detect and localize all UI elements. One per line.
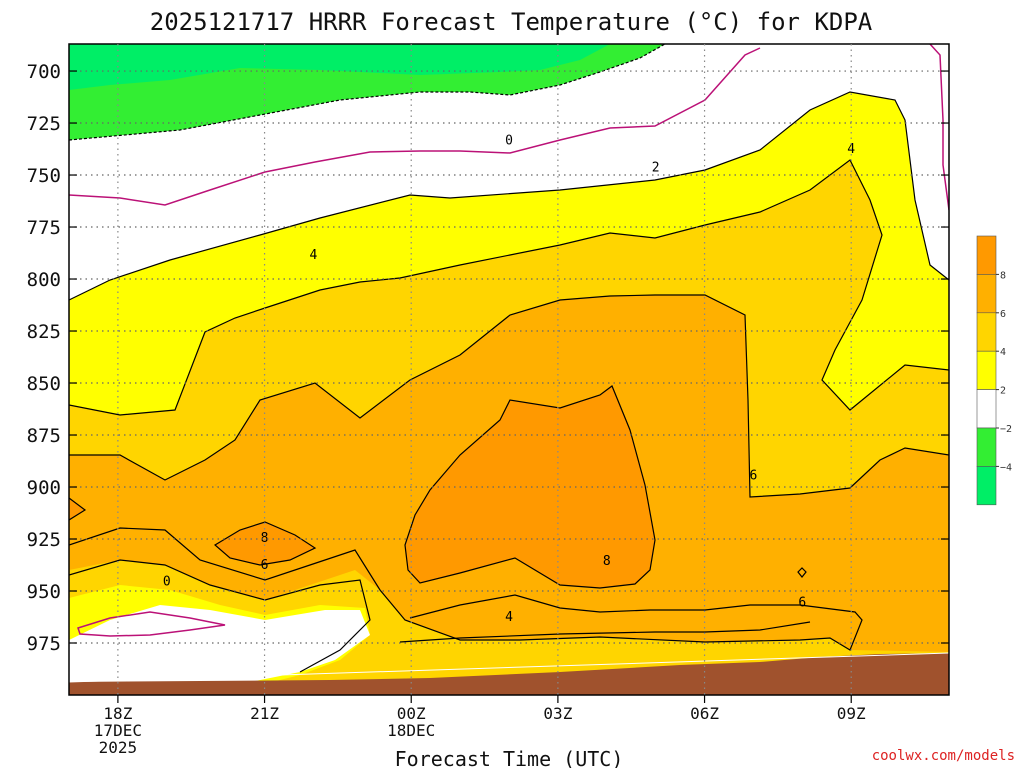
credit-text[interactable]: coolwx.com/models [872, 748, 1015, 764]
contour-8-left [69, 497, 87, 521]
fill-8to10-small [215, 522, 315, 565]
x-tick-label: 2025 [99, 738, 138, 757]
contour-0-right [929, 44, 949, 211]
contour-label: 8 [603, 554, 611, 569]
y-tick-label: 825 [27, 321, 61, 343]
x-tick-label: 09Z [837, 704, 866, 723]
ground-fill [69, 653, 949, 695]
y-tick-label: 725 [27, 113, 61, 135]
contour-label: 2 [652, 161, 660, 176]
contour-8-small [213, 521, 317, 566]
x-tick-label: 21Z [250, 704, 279, 723]
fill-green-dark [69, 44, 610, 90]
contour-0-upper [69, 47, 761, 206]
y-tick-label: 800 [27, 269, 61, 291]
colorbar-swatch [976, 466, 997, 506]
contour-6 [69, 294, 949, 498]
fill-lower-white [69, 605, 370, 688]
colorbar-label: −2 [1000, 424, 1012, 435]
contour-minus2-dashed [69, 44, 666, 141]
colorbar-label: 8 [1000, 270, 1006, 281]
y-tick-label: 700 [27, 61, 61, 83]
colorbar-swatch [976, 350, 997, 390]
x-tick-label: 17DEC [94, 721, 142, 740]
contour-4 [69, 159, 949, 416]
colorbar: 8 6 4 2 −2 −4 [976, 235, 1012, 506]
y-tick-label: 775 [27, 217, 61, 239]
y-tick-label: 950 [27, 581, 61, 603]
x-tick-label: 00Z [397, 704, 426, 723]
y-tick-label: 925 [27, 529, 61, 551]
colorbar-swatch [976, 235, 997, 275]
y-tick-label: 900 [27, 477, 61, 499]
contour-label: 0 [163, 575, 171, 590]
colorbar-swatch [976, 274, 997, 314]
plot-frame [68, 43, 950, 696]
plot-area [69, 44, 949, 695]
contour-label: 6 [798, 595, 806, 610]
x-tick-label: 03Z [543, 704, 572, 723]
contour-label: 0 [505, 134, 513, 149]
surface-line [69, 652, 949, 683]
colorbar-label: 4 [1000, 347, 1006, 358]
contour-label: 8 [261, 531, 269, 546]
contour-label: 6 [261, 558, 269, 573]
grid-lines [69, 44, 949, 695]
contour-6-lower [69, 527, 863, 651]
chart-title: 2025121717 HRRR Forecast Temperature (°C… [150, 8, 873, 36]
contour-8 [404, 385, 656, 589]
colorbar-label: −4 [1000, 462, 1012, 473]
y-tick-label: 850 [27, 373, 61, 395]
contour-label: 4 [505, 610, 513, 625]
y-tick-label: 975 [27, 633, 61, 655]
colorbar-label: 2 [1000, 386, 1006, 397]
y-tick-label: 750 [27, 165, 61, 187]
y-tick-label: 875 [27, 425, 61, 447]
x-tick-label: 06Z [690, 704, 719, 723]
contour-label: 4 [310, 248, 318, 263]
fill-8to10 [405, 386, 655, 588]
colorbar-swatch [976, 389, 997, 429]
contour-label: 6 [750, 469, 758, 484]
x-tick-label: 18DEC [387, 721, 435, 740]
x-tick-label: 18Z [103, 704, 132, 723]
contour-6-dot [797, 567, 807, 578]
contour-4-mid [399, 621, 811, 643]
fill-8to10-left [69, 498, 85, 520]
colorbar-label: 6 [1000, 309, 1006, 320]
colorbar-swatch [976, 312, 997, 352]
contour-0-lower [77, 611, 226, 637]
colorbar-swatch [976, 427, 997, 467]
x-axis-label: Forecast Time (UTC) [395, 747, 624, 768]
contour-4-lower [69, 559, 371, 673]
